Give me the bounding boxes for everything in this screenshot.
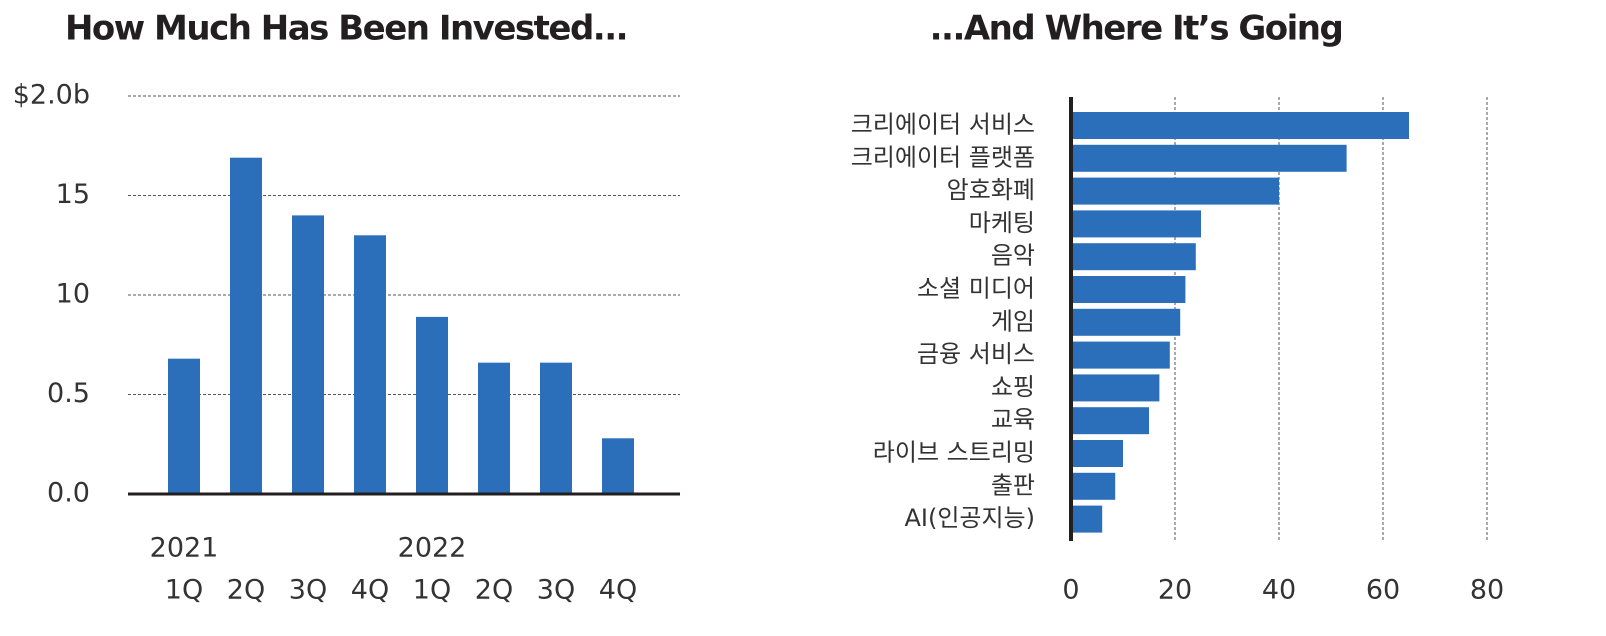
- y-tick-label: 쇼핑: [991, 373, 1035, 401]
- bar: [1071, 440, 1123, 467]
- y-tick-label: 음악: [991, 242, 1035, 270]
- chart-title: How Much Has Been Invested...: [65, 9, 627, 49]
- bar: [1071, 374, 1160, 402]
- bar: [1071, 472, 1116, 500]
- y-tick-label: 라이브 스트리밍: [873, 439, 1035, 467]
- y-tick-label: 마케팅: [969, 209, 1035, 237]
- y-tick-label: $2.0b: [13, 80, 90, 111]
- x-tick-label: 4Q: [599, 575, 637, 606]
- y-tick-label: 소셜 미디어: [917, 275, 1035, 303]
- bar: [1071, 505, 1103, 533]
- bar: [1071, 407, 1149, 435]
- bar: [540, 362, 572, 494]
- y-tick-label: 게임: [991, 307, 1035, 335]
- y-tick-label: 출판: [991, 471, 1035, 499]
- y-tick-label: 교육: [991, 406, 1035, 434]
- y-tick-label: 10: [56, 279, 90, 310]
- y-tick-label: AI(인공지능): [904, 504, 1035, 532]
- bar: [602, 438, 634, 494]
- bar: [1071, 210, 1201, 238]
- x-tick-label: 0: [1062, 575, 1079, 606]
- x-group-label: 2021: [150, 533, 219, 564]
- x-tick-label: 20: [1158, 575, 1192, 606]
- bar: [1071, 112, 1409, 139]
- bar: [230, 157, 262, 494]
- bar: [1071, 308, 1181, 336]
- bar: [1071, 276, 1186, 303]
- y-tick-label: 크리에이터 서비스: [851, 111, 1035, 139]
- chart-title: ...And Where It’s Going: [930, 9, 1343, 49]
- y-tick-label: 금융 서비스: [917, 340, 1035, 368]
- x-tick-label: 2Q: [227, 575, 265, 606]
- x-tick-label: 4Q: [351, 575, 389, 606]
- bar: [1071, 177, 1279, 205]
- x-tick-label: 60: [1366, 575, 1400, 606]
- x-tick-label: 2Q: [475, 575, 513, 606]
- x-tick-label: 3Q: [537, 575, 575, 606]
- y-tick-label: 암호화폐: [947, 176, 1035, 204]
- bar: [168, 358, 200, 494]
- x-tick-label: 3Q: [289, 575, 327, 606]
- bar: [292, 215, 324, 494]
- y-tick-label: 크리에이터 플랫폼: [851, 143, 1035, 171]
- bar: [478, 362, 510, 494]
- x-tick-label: 1Q: [413, 575, 451, 606]
- x-tick-label: 80: [1470, 575, 1504, 606]
- bar: [354, 235, 386, 495]
- x-tick-label: 1Q: [165, 575, 203, 606]
- bar: [1071, 341, 1170, 369]
- bar: [416, 316, 448, 494]
- y-tick-label: 0.0: [47, 478, 90, 509]
- bar: [1071, 243, 1196, 271]
- x-group-label: 2022: [398, 533, 467, 564]
- y-tick-label: 0.5: [47, 378, 90, 409]
- y-tick-label: 15: [56, 179, 90, 210]
- bar: [1071, 144, 1347, 172]
- x-tick-label: 40: [1262, 575, 1296, 606]
